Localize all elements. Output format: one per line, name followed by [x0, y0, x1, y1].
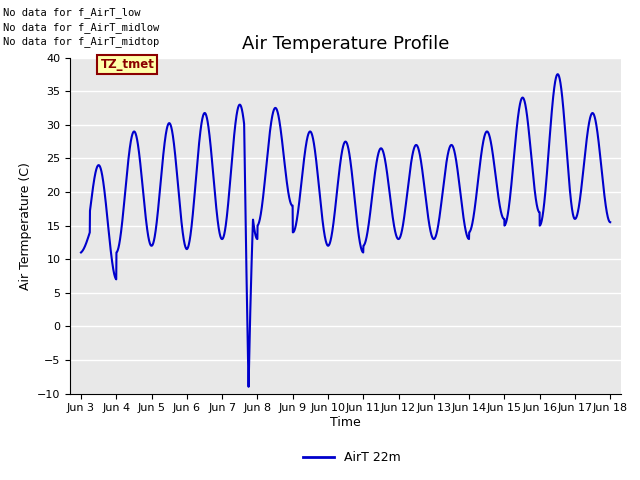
- Y-axis label: Air Termperature (C): Air Termperature (C): [19, 162, 32, 289]
- X-axis label: Time: Time: [330, 416, 361, 429]
- Text: TZ_tmet: TZ_tmet: [100, 58, 154, 71]
- Text: No data for f_AirT_midlow: No data for f_AirT_midlow: [3, 22, 159, 33]
- Legend: AirT 22m: AirT 22m: [298, 446, 406, 469]
- Title: Air Temperature Profile: Air Temperature Profile: [242, 35, 449, 53]
- Text: No data for f_AirT_midtop: No data for f_AirT_midtop: [3, 36, 159, 47]
- Text: No data for f_AirT_low: No data for f_AirT_low: [3, 7, 141, 18]
